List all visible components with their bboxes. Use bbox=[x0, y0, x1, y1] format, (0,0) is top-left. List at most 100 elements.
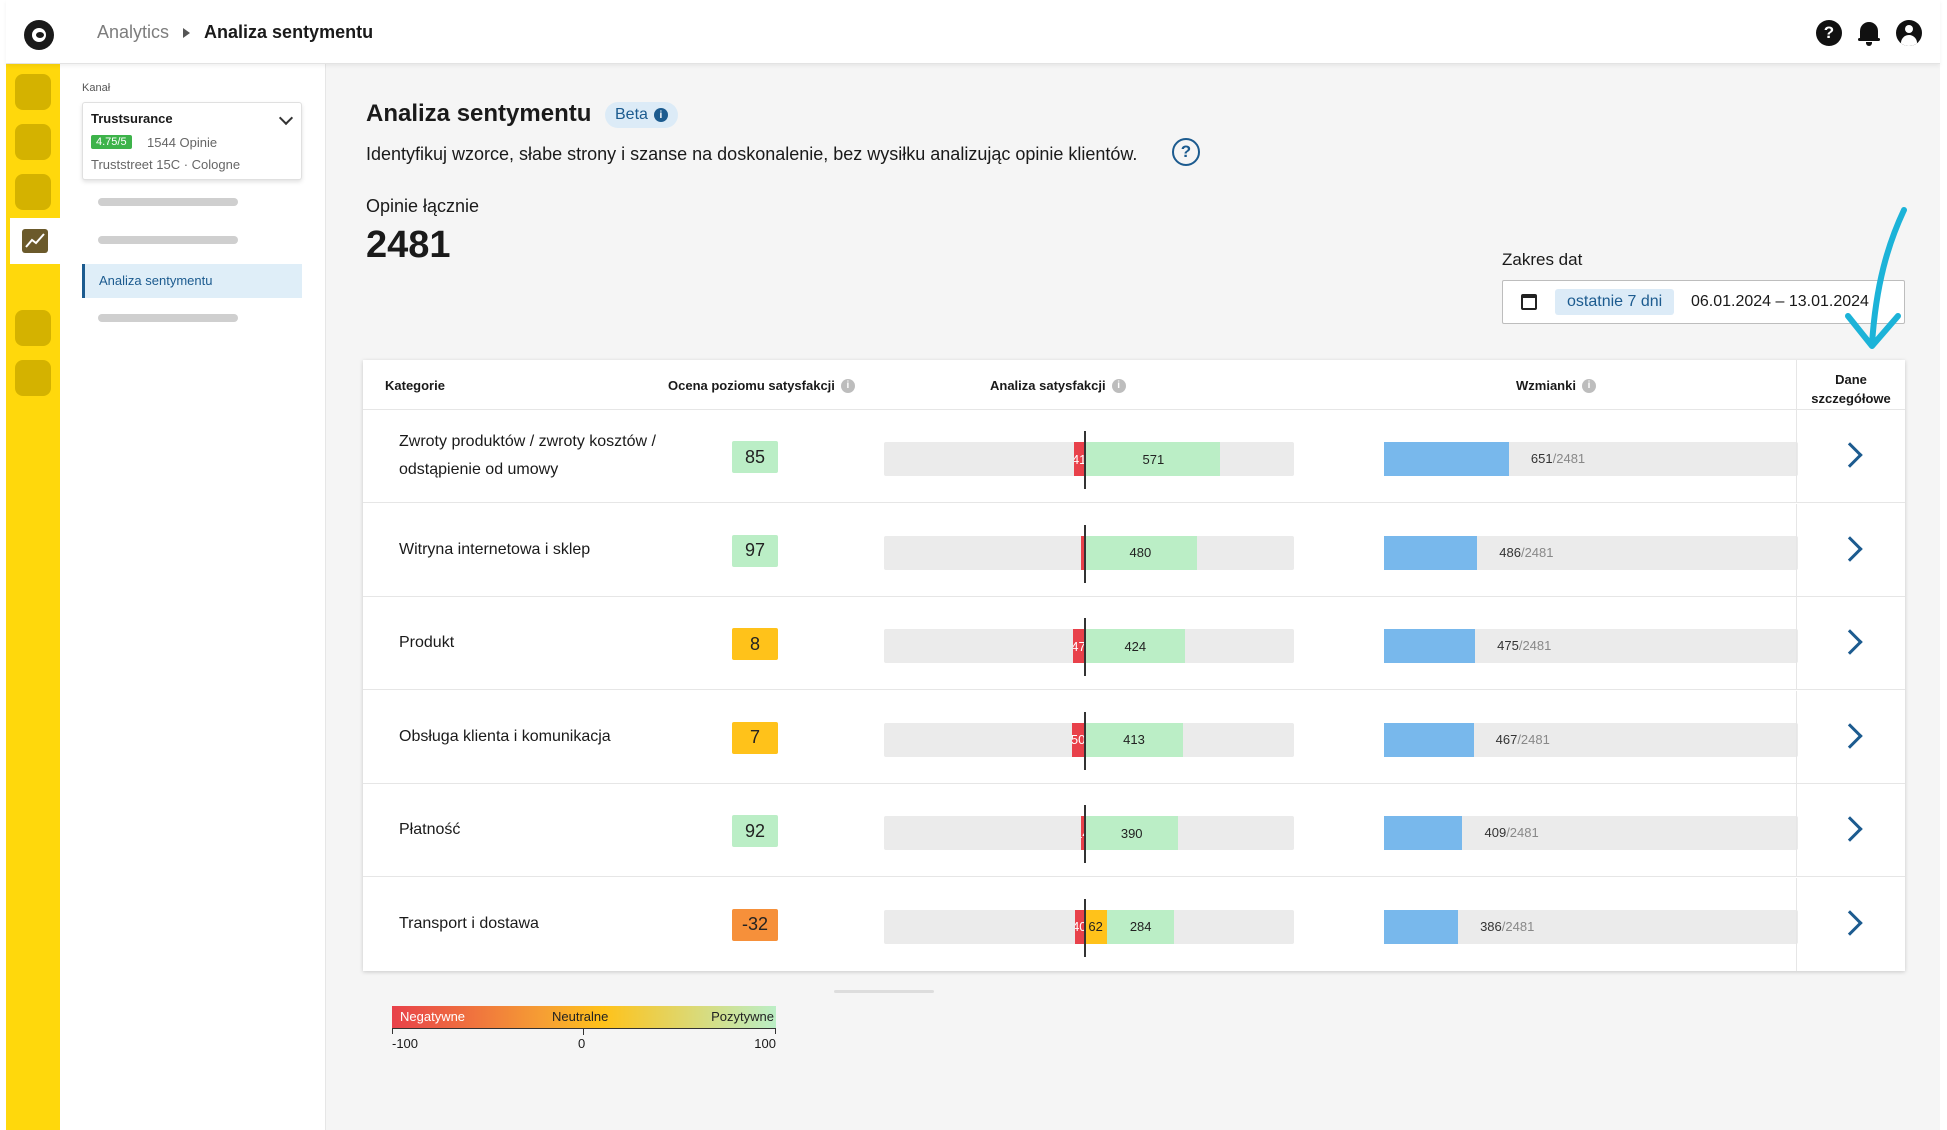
table-row[interactable]: Witryna internetowa i sklep 97 480 486/2481 bbox=[363, 503, 1905, 597]
negative-segment: 40 bbox=[1074, 909, 1084, 944]
chevron-right-icon[interactable] bbox=[1837, 816, 1863, 842]
details-cell bbox=[1796, 690, 1905, 783]
chevron-right-icon[interactable] bbox=[1837, 722, 1863, 749]
info-icon[interactable]: i bbox=[1111, 378, 1126, 393]
satisfaction-score-badge: 97 bbox=[732, 534, 778, 567]
total-reviews-value: 2481 bbox=[366, 224, 451, 266]
chevron-right-icon[interactable] bbox=[1837, 535, 1863, 562]
sentiment-bar[interactable]: 40 62 284 bbox=[884, 898, 1294, 957]
channel-selector[interactable]: Trustsurance 4.75/5 1544 Opinie Truststr… bbox=[82, 102, 302, 180]
mentions-count: 386/2481 bbox=[1480, 918, 1535, 934]
sentiment-bar[interactable]: 504413 bbox=[884, 711, 1294, 770]
date-preset-chip[interactable]: ostatnie 7 dni bbox=[1555, 289, 1675, 315]
date-range-label: Zakres dat bbox=[1502, 250, 1583, 269]
positive-segment: 390 bbox=[1085, 816, 1178, 850]
negative-segment: 50 bbox=[1072, 722, 1084, 757]
sentiment-bar[interactable]: 474424 bbox=[884, 618, 1294, 676]
details-cell bbox=[1796, 597, 1905, 689]
help-circle-icon[interactable]: ? bbox=[1172, 138, 1200, 166]
rail-nav-item-2[interactable] bbox=[15, 124, 51, 160]
zero-line bbox=[1084, 431, 1086, 489]
breadcrumb-analytics-link[interactable]: Analytics bbox=[97, 22, 170, 42]
category-label: Transport i dostawa bbox=[399, 915, 539, 932]
mentions-bar: 651/2481 bbox=[1384, 442, 1798, 476]
app-logo-icon[interactable] bbox=[24, 20, 54, 50]
header-analysis: Analiza satysfakcji i bbox=[990, 378, 1126, 393]
chevron-right-icon[interactable] bbox=[1837, 629, 1863, 655]
page-description: Identyfikuj wzorce, słabe strony i szans… bbox=[366, 144, 1138, 164]
table-row[interactable]: Obsługa klienta i komunikacja 7 504413 467/… bbox=[363, 690, 1905, 784]
date-range-value: 06.01.2024 – 13.01.2024 bbox=[1691, 293, 1869, 310]
legend-positive: Pozytywne bbox=[711, 1009, 774, 1024]
satisfaction-score-badge: 92 bbox=[732, 815, 778, 847]
sidebar-placeholder-item[interactable] bbox=[98, 198, 238, 206]
category-label: Produkt bbox=[399, 634, 455, 651]
beta-badge[interactable]: Beta i bbox=[605, 102, 678, 128]
beta-label: Beta bbox=[615, 106, 648, 123]
mentions-fill bbox=[1384, 535, 1478, 570]
sentiment-bar[interactable]: 416571 bbox=[884, 431, 1294, 489]
rail-nav-item-6[interactable] bbox=[15, 360, 51, 396]
legend-axis bbox=[392, 1028, 776, 1035]
info-icon[interactable]: i bbox=[840, 378, 855, 393]
mentions-bar: 486/2481 bbox=[1384, 535, 1798, 570]
table-row[interactable]: Produkt 8 474424 475/2481 bbox=[363, 597, 1905, 690]
neutral-segment: 62 bbox=[1084, 909, 1108, 944]
breadcrumb-separator-icon bbox=[183, 27, 191, 38]
rating-badge: 4.75/5 bbox=[91, 135, 132, 149]
mentions-fill bbox=[1384, 816, 1463, 850]
table-header: Kategorie Ocena poziomu satysfakcji i Ana… bbox=[363, 360, 1905, 410]
positive-segment: 413 bbox=[1085, 722, 1183, 757]
info-icon[interactable]: i bbox=[1581, 378, 1596, 393]
channel-address: Truststreet 15C · Cologne bbox=[91, 157, 241, 172]
rail-nav-item-3[interactable] bbox=[15, 174, 51, 210]
breadcrumb: Analytics Analiza sentymentu bbox=[97, 22, 373, 43]
zero-line bbox=[1084, 618, 1086, 676]
top-bar: Analytics Analiza sentymentu ? bbox=[6, 0, 1940, 64]
sentiment-bar[interactable]: 480 bbox=[884, 524, 1294, 583]
chevron-down-icon[interactable] bbox=[278, 110, 294, 126]
sentiment-table: Kategorie Ocena poziomu satysfakcji i Ana… bbox=[363, 360, 1905, 971]
category-label: Obsługa klienta i komunikacja bbox=[399, 727, 611, 745]
date-range-picker[interactable]: ostatnie 7 dni 06.01.2024 – 13.01.2024 bbox=[1502, 280, 1905, 324]
mentions-fill bbox=[1384, 442, 1509, 476]
mentions-fill bbox=[1384, 629, 1476, 663]
rail-nav-analytics[interactable] bbox=[10, 218, 60, 264]
details-cell bbox=[1796, 410, 1905, 502]
header-category: Kategorie bbox=[385, 378, 445, 393]
mentions-bar: 386/2481 bbox=[1384, 909, 1798, 944]
details-cell bbox=[1796, 503, 1905, 596]
table-row[interactable]: Transport i dostawa -32 40 62 284 386/2481 bbox=[363, 877, 1905, 971]
mentions-count: 486/2481 bbox=[1499, 544, 1554, 560]
chevron-right-icon[interactable] bbox=[1837, 442, 1863, 468]
chevron-right-icon[interactable] bbox=[1837, 909, 1863, 936]
rail-nav-item-5[interactable] bbox=[15, 310, 51, 346]
sidebar-item-sentiment-analysis[interactable]: Analiza sentymentu bbox=[82, 264, 302, 298]
sentiment-bar[interactable]: 145390 bbox=[884, 805, 1294, 863]
nav-rail bbox=[6, 64, 60, 1130]
legend-min: -100 bbox=[392, 1036, 419, 1051]
zero-line bbox=[1084, 898, 1086, 957]
mentions-bar: 467/2481 bbox=[1384, 722, 1798, 757]
user-account-icon[interactable] bbox=[1896, 20, 1922, 46]
sidebar-placeholder-item[interactable] bbox=[98, 314, 238, 322]
sidebar: Kanał Trustsurance 4.75/5 1544 Opinie Tr… bbox=[60, 64, 326, 1130]
main-content: Analiza sentymentu Beta i Identyfikuj wz… bbox=[326, 64, 1940, 1130]
table-row[interactable]: Zwroty produktów / zwroty kosztów / odst… bbox=[363, 410, 1905, 503]
zero-line bbox=[1084, 524, 1086, 583]
mentions-count: 475/2481 bbox=[1497, 638, 1552, 653]
help-icon[interactable]: ? bbox=[1816, 20, 1842, 46]
horizontal-scrollbar[interactable] bbox=[834, 990, 934, 993]
legend-gradient: Negatywne Neutralne Pozytywne bbox=[392, 1006, 776, 1028]
analytics-chart-icon bbox=[22, 229, 48, 253]
legend-max: 100 bbox=[754, 1036, 776, 1051]
legend-negative: Negatywne bbox=[400, 1009, 466, 1024]
page-title: Analiza sentymentu bbox=[366, 100, 592, 127]
rail-nav-item-1[interactable] bbox=[15, 74, 51, 110]
negative-segment: 41 bbox=[1074, 442, 1084, 476]
info-icon: i bbox=[653, 108, 668, 122]
sidebar-placeholder-item[interactable] bbox=[98, 236, 238, 244]
notifications-bell-icon[interactable] bbox=[1856, 20, 1882, 46]
mentions-fill bbox=[1384, 722, 1474, 757]
table-row[interactable]: Płatność 92 145390 409/2481 bbox=[363, 784, 1905, 877]
